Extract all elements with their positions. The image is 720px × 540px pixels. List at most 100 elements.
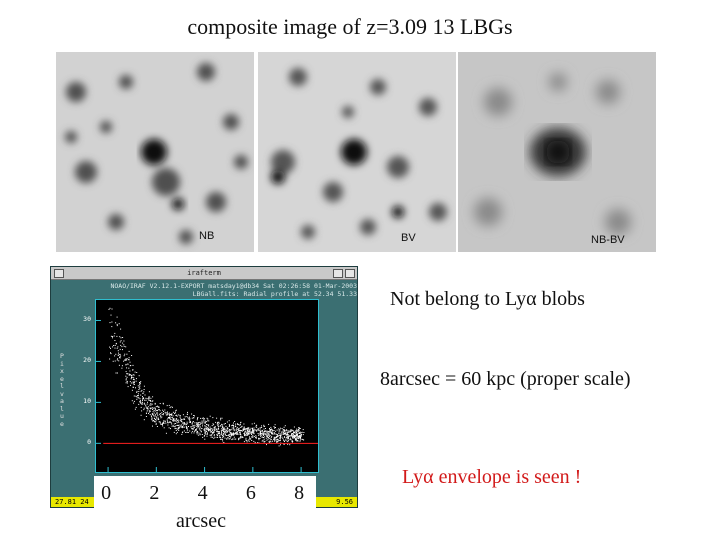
data-point bbox=[135, 378, 137, 380]
data-point bbox=[242, 428, 244, 430]
data-point bbox=[221, 430, 222, 432]
data-point bbox=[170, 413, 171, 415]
data-point bbox=[143, 398, 145, 399]
data-point bbox=[110, 314, 112, 316]
data-point bbox=[186, 416, 188, 417]
data-point bbox=[209, 434, 211, 436]
data-point bbox=[253, 431, 255, 433]
data-point bbox=[125, 382, 127, 384]
data-point bbox=[206, 417, 208, 419]
data-point bbox=[291, 434, 292, 436]
data-point bbox=[143, 385, 145, 387]
data-point bbox=[296, 428, 298, 430]
window-menu-button[interactable] bbox=[54, 269, 64, 278]
data-point bbox=[253, 427, 255, 429]
data-point bbox=[216, 423, 218, 425]
data-point bbox=[280, 437, 282, 439]
data-point bbox=[207, 418, 209, 420]
data-point bbox=[173, 423, 175, 425]
data-point bbox=[231, 425, 233, 427]
data-point bbox=[141, 410, 143, 412]
data-point bbox=[299, 440, 301, 442]
data-point bbox=[230, 433, 232, 435]
data-point bbox=[271, 433, 272, 435]
data-point bbox=[288, 440, 290, 442]
data-point bbox=[205, 429, 207, 431]
data-point bbox=[191, 432, 193, 434]
data-point bbox=[289, 431, 291, 433]
data-point bbox=[259, 427, 261, 429]
data-point bbox=[247, 427, 249, 429]
data-point bbox=[189, 416, 190, 418]
data-point bbox=[202, 436, 204, 438]
data-point bbox=[299, 435, 301, 437]
data-point bbox=[191, 417, 193, 419]
data-point bbox=[171, 414, 173, 416]
data-point bbox=[120, 337, 122, 339]
data-point bbox=[159, 403, 161, 404]
data-point bbox=[222, 424, 223, 426]
data-point bbox=[156, 426, 158, 427]
data-point bbox=[283, 439, 284, 441]
data-point bbox=[212, 423, 214, 425]
data-point bbox=[138, 403, 140, 405]
data-point bbox=[186, 429, 188, 431]
data-point bbox=[257, 429, 259, 431]
data-point bbox=[138, 389, 140, 390]
data-point bbox=[153, 420, 154, 422]
data-point bbox=[213, 431, 214, 433]
data-point bbox=[217, 431, 219, 433]
data-point bbox=[149, 407, 151, 409]
data-point bbox=[214, 436, 216, 438]
data-point bbox=[201, 421, 203, 423]
data-point bbox=[158, 419, 160, 420]
data-point bbox=[292, 433, 294, 435]
data-point bbox=[142, 399, 143, 401]
maximize-button[interactable] bbox=[345, 269, 355, 278]
data-point bbox=[126, 382, 128, 384]
data-point bbox=[230, 435, 232, 437]
minimize-button[interactable] bbox=[333, 269, 343, 278]
data-point bbox=[301, 438, 303, 440]
data-point bbox=[240, 424, 241, 426]
data-point bbox=[244, 428, 246, 430]
data-point bbox=[271, 428, 273, 430]
data-point bbox=[290, 437, 292, 439]
data-point bbox=[229, 432, 231, 434]
data-point bbox=[136, 396, 138, 398]
data-point bbox=[245, 429, 247, 431]
data-point bbox=[115, 342, 117, 344]
x-axis-label: arcsec bbox=[176, 510, 226, 532]
data-point bbox=[216, 435, 218, 436]
data-point bbox=[221, 428, 223, 429]
data-point bbox=[139, 382, 140, 383]
data-point bbox=[111, 321, 113, 323]
data-point bbox=[182, 414, 184, 416]
data-point bbox=[161, 423, 163, 425]
data-point bbox=[128, 350, 130, 352]
data-point bbox=[271, 429, 273, 431]
data-point bbox=[278, 434, 280, 436]
data-point bbox=[134, 408, 136, 410]
data-point bbox=[156, 417, 158, 419]
data-point bbox=[166, 419, 168, 421]
data-point bbox=[177, 428, 179, 430]
data-point bbox=[295, 433, 297, 435]
data-point bbox=[152, 400, 154, 402]
data-point bbox=[169, 407, 171, 409]
data-point bbox=[277, 441, 279, 443]
data-point bbox=[165, 432, 167, 434]
data-point bbox=[214, 426, 216, 428]
window-titlebar[interactable]: irafterm bbox=[51, 267, 357, 280]
data-point bbox=[182, 431, 184, 433]
data-point bbox=[268, 431, 270, 433]
data-point bbox=[274, 439, 275, 441]
data-point bbox=[276, 441, 278, 442]
data-point bbox=[187, 413, 188, 415]
data-point bbox=[175, 420, 177, 422]
data-point bbox=[211, 436, 213, 438]
data-point bbox=[149, 410, 151, 412]
data-point bbox=[264, 433, 266, 435]
data-point bbox=[189, 430, 191, 432]
data-point bbox=[227, 429, 229, 431]
